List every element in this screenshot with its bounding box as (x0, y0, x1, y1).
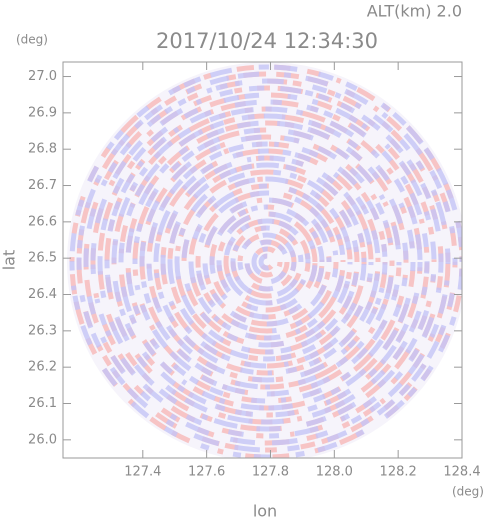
altitude-label: ALT(km) 2.0 (367, 2, 462, 21)
radar-ring (104, 99, 430, 425)
y-tick-label: 26.2 (28, 360, 57, 375)
radar-ring (195, 190, 339, 334)
plot-frame (62, 61, 463, 459)
radar-ring (230, 225, 304, 299)
radar-ring (146, 141, 388, 383)
x-tick-label: 128.0 (316, 465, 353, 480)
y-tick-label: 26.8 (28, 142, 57, 157)
radar-ring (216, 211, 318, 313)
radar-field (67, 62, 462, 458)
radar-ring (174, 169, 360, 355)
x-tick-label: 127.8 (252, 465, 289, 480)
y-unit: (deg) (16, 33, 48, 47)
radar-ring (97, 92, 437, 432)
radar-ring (258, 253, 276, 271)
y-tick-label: 26.0 (28, 432, 57, 447)
radar-ring (90, 85, 444, 439)
radar-ring (167, 162, 367, 362)
radar-ring (244, 239, 290, 285)
x-tick-label: 128.2 (380, 465, 417, 480)
x-tick-label: 127.4 (124, 465, 161, 480)
radar-ring (160, 155, 374, 369)
x-tick-label: 128.4 (443, 465, 480, 480)
radar-ring (118, 113, 416, 411)
radar-ring (153, 148, 381, 376)
y-tick-label: 26.6 (28, 214, 57, 229)
radar-ring (223, 218, 311, 306)
radar-ring (111, 106, 423, 418)
radar-ring (76, 71, 458, 453)
y-tick-label: 26.7 (28, 178, 57, 193)
x-unit: (deg) (452, 485, 484, 499)
radar-ring (132, 127, 402, 397)
radar-ring (97, 92, 437, 432)
radar-ring (202, 197, 332, 327)
radar-ring (195, 190, 339, 334)
y-tick-label: 26.4 (28, 287, 57, 302)
radar-ring (146, 141, 388, 383)
radar-ring (69, 64, 462, 458)
y-tick-label: 26.1 (28, 396, 57, 411)
x-tick-label: 127.6 (188, 465, 225, 480)
radar-ring (251, 246, 283, 278)
radar-ring (216, 211, 318, 313)
radar-ring (160, 155, 374, 369)
radar-ring (188, 183, 346, 341)
radar-ring (83, 78, 451, 446)
y-tick-label: 27.0 (28, 69, 57, 84)
y-tick-label: 26.9 (28, 105, 57, 120)
radar-ring (237, 232, 297, 292)
y-tick-label: 26.5 (28, 251, 57, 266)
radar-ring (209, 204, 325, 320)
radar-ring (125, 120, 409, 404)
x-axis-label: lon (253, 502, 277, 521)
radar-ring (139, 134, 395, 390)
y-axis-label: lat (0, 250, 19, 271)
chart-title: 2017/10/24 12:34:30 (156, 29, 378, 53)
y-tick-label: 26.3 (28, 323, 57, 338)
radar-ring (118, 113, 416, 411)
radar-ring (181, 176, 353, 348)
radar-ring (153, 148, 381, 376)
